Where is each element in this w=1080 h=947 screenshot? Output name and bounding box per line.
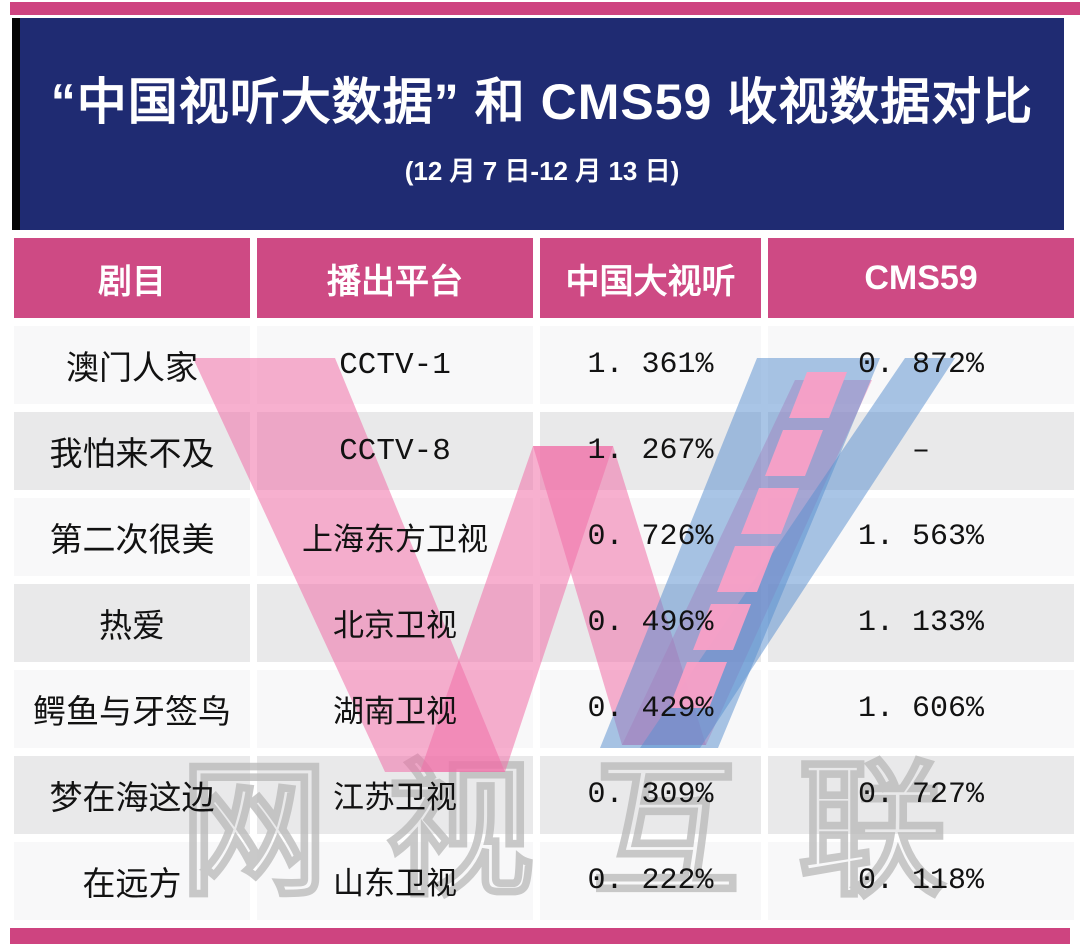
cell-text: 第二次很美 xyxy=(49,521,215,558)
title-banner: “中国视听大数据” 和 CMS59 收视数据对比 (12 月 7 日-12 月 … xyxy=(12,18,1064,230)
table-cell: 鳄鱼与牙签鸟 xyxy=(14,670,250,748)
bottom-accent-bar xyxy=(10,928,1070,944)
table-cell: 我怕来不及 xyxy=(14,412,250,490)
table-cell: 0. 496% xyxy=(540,584,761,662)
cell-text: 鳄鱼与牙签鸟 xyxy=(33,693,231,730)
table-cell: 1. 563% xyxy=(768,498,1074,576)
cell-text: 1. 133% xyxy=(857,606,985,640)
table-cell: 0. 429% xyxy=(540,670,761,748)
table-cell: 0. 118% xyxy=(768,842,1074,920)
table-cell: 1. 133% xyxy=(768,584,1074,662)
cell-text: 1. 606% xyxy=(857,692,985,726)
table-cell: 湖南卫视 xyxy=(257,670,533,748)
column-header-label: 剧目 xyxy=(98,262,166,301)
cell-text: 北京卫视 xyxy=(333,611,457,646)
table-cell: 0. 726% xyxy=(540,498,761,576)
cell-text: 0. 872% xyxy=(857,348,985,382)
cell-text: 湖南卫视 xyxy=(333,697,457,732)
table-cell: 0. 309% xyxy=(540,756,761,834)
table-cell: 江苏卫视 xyxy=(257,756,533,834)
cell-text: – xyxy=(911,434,930,468)
cell-text: 0. 496% xyxy=(587,606,714,640)
table-cell: 热爱 xyxy=(14,584,250,662)
cell-text: 在远方 xyxy=(82,865,182,902)
table-cell: 在远方 xyxy=(14,842,250,920)
column-header-bigdata: 中国大视听 xyxy=(540,238,761,318)
table-cell: 0. 222% xyxy=(540,842,761,920)
table-cell: 1. 606% xyxy=(768,670,1074,748)
column-header-platform: 播出平台 xyxy=(257,238,533,318)
column-header-cms59: CMS59 xyxy=(768,238,1074,318)
cell-text: 澳门人家 xyxy=(66,349,198,386)
cell-text: 上海东方卫视 xyxy=(302,525,488,560)
table-cell: 第二次很美 xyxy=(14,498,250,576)
table-cell: 1. 361% xyxy=(540,326,761,404)
column-header-label: 播出平台 xyxy=(327,262,463,301)
cell-text: 我怕来不及 xyxy=(49,435,215,472)
column-header-label: 中国大视听 xyxy=(565,262,736,301)
cell-text: 0. 727% xyxy=(857,778,985,812)
table-cell: 0. 872% xyxy=(768,326,1074,404)
table-cell: 0. 727% xyxy=(768,756,1074,834)
date-range: (12 月 7 日-12 月 13 日) xyxy=(404,156,680,186)
cell-text: 1. 267% xyxy=(587,434,714,468)
table-cell: 上海东方卫视 xyxy=(257,498,533,576)
cell-text: 0. 222% xyxy=(587,864,714,898)
cell-text: 热爱 xyxy=(99,607,165,644)
table-cell: 山东卫视 xyxy=(257,842,533,920)
cell-text: CCTV-8 xyxy=(339,433,451,469)
cell-text: 1. 563% xyxy=(857,520,985,554)
cell-text: 0. 429% xyxy=(587,692,714,726)
cell-text: CCTV-1 xyxy=(339,347,451,383)
table-cell: 1. 267% xyxy=(540,412,761,490)
table-cell: 北京卫视 xyxy=(257,584,533,662)
cell-text: 梦在海这边 xyxy=(49,779,215,816)
table-cell: – xyxy=(768,412,1074,490)
column-header-label: CMS59 xyxy=(864,258,978,297)
cell-text: 山东卫视 xyxy=(333,869,457,904)
cell-text: 江苏卫视 xyxy=(333,783,457,818)
top-accent-bar xyxy=(10,2,1080,15)
page-title: “中国视听大数据” 和 CMS59 收视数据对比 xyxy=(50,74,1034,130)
cell-text: 0. 309% xyxy=(587,778,714,812)
ratings-table: 剧目 播出平台 中国大视听 CMS59 澳门人家 CCTV-1 1. 361% 0. … xyxy=(14,238,1074,920)
table-cell: 梦在海这边 xyxy=(14,756,250,834)
cell-text: 1. 361% xyxy=(587,348,714,382)
table-cell: CCTV-8 xyxy=(257,412,533,490)
table-cell: 澳门人家 xyxy=(14,326,250,404)
table-cell: CCTV-1 xyxy=(257,326,533,404)
cell-text: 0. 118% xyxy=(857,864,985,898)
column-header-drama: 剧目 xyxy=(14,238,250,318)
cell-text: 0. 726% xyxy=(587,520,714,554)
